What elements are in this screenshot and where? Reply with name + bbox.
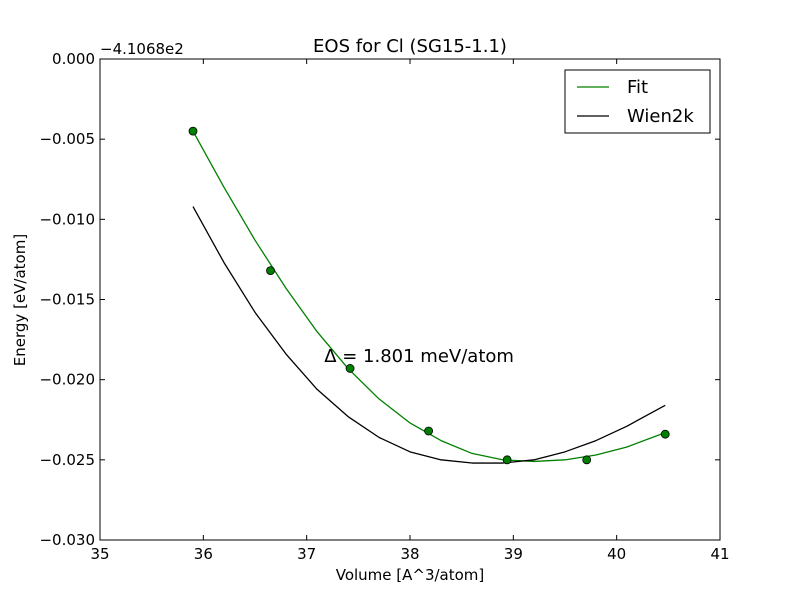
data-point xyxy=(188,126,198,136)
y-axis-label: Energy [eV/atom] xyxy=(11,234,29,366)
delta-annotation: Δ = 1.801 meV/atom xyxy=(324,346,514,367)
y-tick-label: −0.025 xyxy=(39,451,95,469)
data-point xyxy=(660,429,670,439)
y-tick-label: −0.010 xyxy=(39,210,95,228)
y-offset-label: −4.1068e2 xyxy=(100,40,184,58)
x-tick-label: 36 xyxy=(194,545,213,563)
x-axis-label: Volume [A^3/atom] xyxy=(336,566,485,584)
x-tick-label: 39 xyxy=(504,545,523,563)
data-point xyxy=(266,266,275,276)
x-tick-label: 35 xyxy=(90,545,109,563)
series-line-fit xyxy=(192,130,666,463)
legend-wien2k-label: Wien2k xyxy=(627,106,694,127)
points-layer xyxy=(188,126,670,465)
x-tick-label: 41 xyxy=(710,545,729,563)
x-tick-label: 40 xyxy=(607,545,626,563)
series-line-wien2k xyxy=(192,206,666,464)
series-layer xyxy=(192,130,666,464)
legend-box xyxy=(564,69,711,134)
x-tick-label: 38 xyxy=(400,545,419,563)
y-tick-label: −0.005 xyxy=(39,130,95,148)
x-axis: 35 36 37 38 39 40 41 xyxy=(90,59,730,563)
data-point xyxy=(502,455,512,465)
y-tick-label: −0.030 xyxy=(39,531,95,549)
legend: Fit Wien2k xyxy=(564,69,711,134)
y-tick-label: 0.000 xyxy=(52,50,95,68)
data-point xyxy=(582,455,592,465)
y-axis: 0.000 −0.005 −0.010 −0.015 −0.020 −0.025 −0.03… xyxy=(39,50,720,549)
legend-fit-label: Fit xyxy=(627,77,648,98)
y-tick-label: −0.020 xyxy=(39,371,95,389)
chart-title: EOS for Cl (SG15-1.1) xyxy=(313,36,507,57)
y-tick-label: −0.015 xyxy=(39,291,95,309)
data-point xyxy=(424,426,434,436)
x-tick-label: 37 xyxy=(297,545,316,563)
data-point xyxy=(345,364,355,373)
